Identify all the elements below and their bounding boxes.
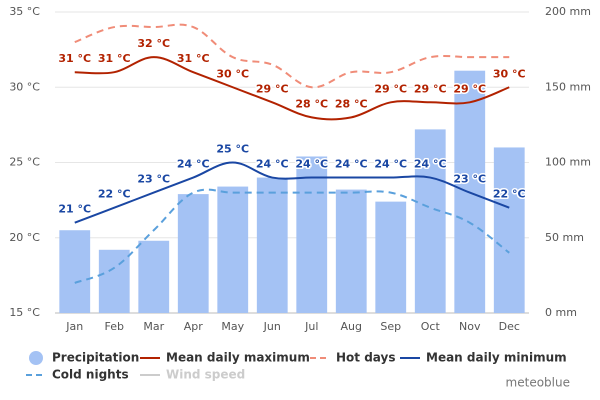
data-label: 25 °C (216, 143, 249, 156)
data-label: 29 °C (453, 82, 486, 95)
legend-label[interactable]: Wind speed (166, 368, 245, 382)
legend-label[interactable]: Cold nights (52, 368, 129, 382)
bar (177, 194, 209, 313)
legend-label[interactable]: Mean daily maximum (166, 351, 310, 365)
data-label: 28 °C (295, 97, 328, 110)
data-label: 31 °C (58, 52, 91, 65)
bar (98, 249, 130, 313)
x-tick-label: Apr (184, 320, 204, 333)
y-tick-label: 35 °C (9, 5, 40, 18)
bars (59, 70, 525, 313)
x-tick-label: Dec (499, 320, 520, 333)
x-tick-label: Mar (143, 320, 164, 333)
y-tick-label: 20 °C (9, 231, 40, 244)
grid (55, 11, 529, 314)
data-label: 24 °C (256, 158, 289, 171)
data-label: 24 °C (374, 158, 407, 171)
data-label: 29 °C (374, 82, 407, 95)
y2-tick-label: 100 mm (545, 156, 591, 169)
line (74, 188, 510, 284)
labels: 31 °C 31 °C 32 °C 31 °C 30 °C 29 °C 28 °C 28 °C… (57, 36, 527, 218)
legend-label[interactable]: Mean daily minimum (426, 351, 567, 365)
data-label: 24 °C (295, 158, 328, 171)
legend-label[interactable]: Hot days (336, 351, 395, 365)
data-label: 24 °C (335, 158, 368, 171)
data-label: 28 °C (335, 97, 368, 110)
data-label: 21 °C (58, 203, 91, 216)
data-label: 24 °C (177, 158, 210, 171)
bar (59, 230, 91, 313)
data-label: 23 °C (137, 173, 170, 186)
bar (493, 147, 525, 313)
x-tick-label: Sep (380, 320, 401, 333)
y2-tick-label: 150 mm (545, 80, 591, 93)
y2-tick-label: 0 mm (545, 306, 577, 319)
bar (217, 186, 249, 313)
data-label: 29 °C (256, 82, 289, 95)
bar (256, 177, 288, 313)
x-tick-label: Jul (304, 320, 318, 333)
y-tick-label: 25 °C (9, 156, 40, 169)
x-tick-label: May (221, 320, 244, 333)
x-tick-label: Jan (65, 320, 83, 333)
data-label: 22 °C (493, 188, 526, 201)
y-tick-label: 15 °C (9, 306, 40, 319)
data-label: 30 °C (493, 67, 526, 80)
line (74, 161, 510, 224)
y2-tick-label: 200 mm (545, 5, 591, 18)
y-tick-label: 30 °C (9, 80, 40, 93)
data-label: 24 °C (414, 158, 447, 171)
x-tick-label: Feb (105, 320, 124, 333)
data-label: 23 °C (453, 173, 486, 186)
x-tick-label: Oct (421, 320, 441, 333)
bar (335, 189, 367, 313)
data-label: 31 °C (98, 52, 131, 65)
x-tick-label: Aug (341, 320, 362, 333)
data-label: 22 °C (98, 188, 131, 201)
line (74, 23, 510, 89)
data-label: 30 °C (216, 67, 249, 80)
legend-label[interactable]: Precipitation (52, 351, 139, 365)
bar (138, 240, 170, 313)
data-label: 29 °C (414, 82, 447, 95)
line (74, 56, 510, 121)
credit: meteoblue (506, 376, 570, 390)
data-label: 31 °C (177, 52, 210, 65)
bar (296, 156, 328, 313)
bar (414, 129, 446, 313)
legend-symbol (29, 351, 43, 365)
bar (375, 201, 407, 313)
x-tick-label: Nov (459, 320, 481, 333)
x-tick-label: Jun (263, 320, 281, 333)
y2-tick-label: 50 mm (545, 231, 584, 244)
lines (74, 23, 510, 284)
data-label: 32 °C (137, 37, 170, 50)
